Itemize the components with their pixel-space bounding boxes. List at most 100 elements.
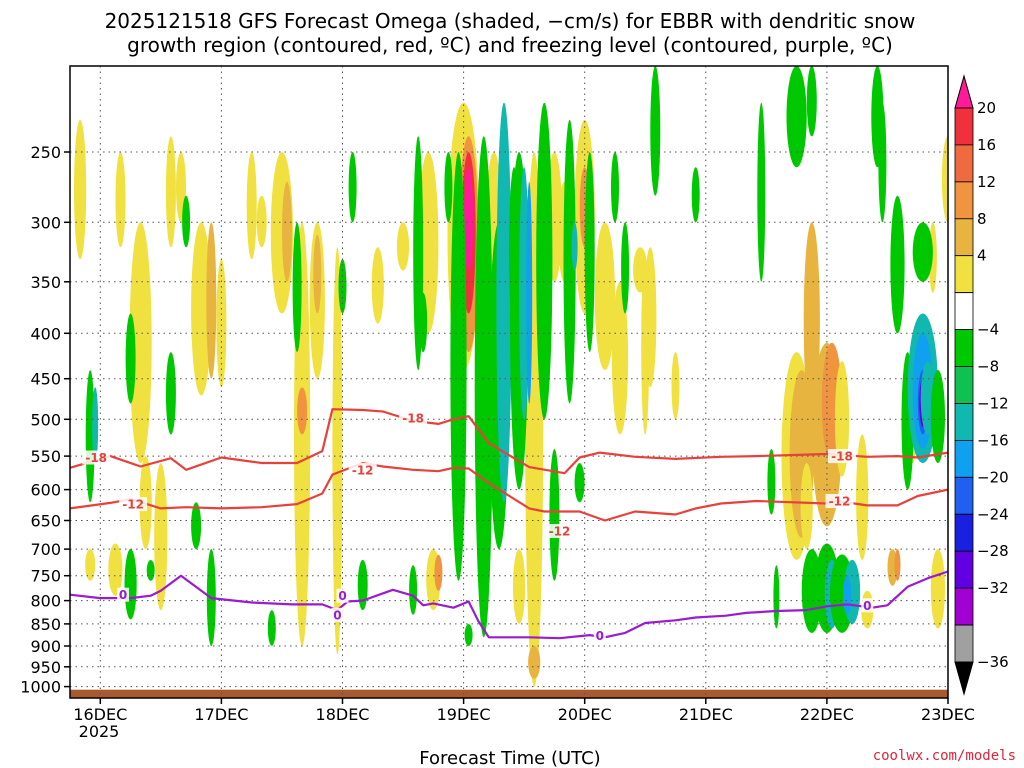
y-tick-label-350: 350 xyxy=(30,273,61,292)
y-tick-label-250: 250 xyxy=(30,143,61,162)
y-tick-label-900: 900 xyxy=(30,637,61,656)
frz_0-label-bg-4 xyxy=(861,598,874,613)
colorbar: 20 16 12 8 4 −4 −8 −12 −16 −20 −24 −28 −32 −36 xyxy=(954,74,1009,696)
colorbar-label-2: 12 xyxy=(977,173,996,191)
omega-blob-48 xyxy=(803,222,820,420)
colorbar-swatch-2 xyxy=(954,181,974,220)
colorbar-swatch-10 xyxy=(954,476,974,515)
omega-blob-52 xyxy=(856,434,869,560)
omega-blob-104 xyxy=(757,102,766,282)
y-tick-label-750: 750 xyxy=(30,567,61,586)
omega-blob-84 xyxy=(444,152,453,223)
y-tick-label-600: 600 xyxy=(30,481,61,500)
colorbar-swatch-4 xyxy=(954,255,974,293)
colorbar-swatch-5 xyxy=(954,292,974,331)
omega-blob-22 xyxy=(396,222,410,271)
omega-blob-102 xyxy=(650,66,661,196)
chart-title-line-2: growth region (contoured, red, ºC) and f… xyxy=(127,33,893,57)
omega-blob-64 xyxy=(1013,66,1024,196)
dgz_12-label-bg-0 xyxy=(119,497,148,512)
x-tick-label-3: 19DEC xyxy=(437,705,491,724)
dgz_18-label-bg-1 xyxy=(399,410,428,425)
omega-blob-58 xyxy=(930,549,946,629)
colorbar-label-1: 16 xyxy=(977,136,996,154)
omega-blob-2 xyxy=(108,543,123,596)
colorbar-swatch-1 xyxy=(954,144,974,183)
omega-blob-40 xyxy=(611,281,629,435)
omega-blob-21 xyxy=(371,247,384,324)
x-tick-label-6: 22DEC xyxy=(800,705,854,724)
dgz_12-label-bg-1 xyxy=(348,462,377,477)
frz_0-label-0: 0 xyxy=(119,588,127,602)
colorbar-label-6: −8 xyxy=(977,358,999,376)
contour-labels: -18 -18 -18 -12 -12 -12 -12 0 0 0 0 0 xyxy=(82,410,874,643)
y-tick-label-650: 650 xyxy=(30,512,61,531)
omega-blob-89 xyxy=(496,102,512,503)
dgz_18-label-2: -18 xyxy=(831,450,853,464)
y-tick-label-700: 700 xyxy=(30,540,61,559)
omega-blob-76 xyxy=(267,610,276,646)
omega-blob-70 xyxy=(124,549,137,620)
y-tick-label-1000: 1000 xyxy=(20,678,61,697)
y-tick-label-550: 550 xyxy=(30,447,61,466)
omega-blob-13 xyxy=(256,195,267,248)
omega-blob-17 xyxy=(297,387,308,435)
x-tick-label-5: 21DEC xyxy=(679,705,733,724)
y-tick-label-400: 400 xyxy=(30,324,61,343)
frz_0-label-bg-2 xyxy=(331,607,344,622)
omega-blob-117 xyxy=(890,195,905,334)
y-tick-label-450: 450 xyxy=(30,370,61,389)
colorbar-label-12: −32 xyxy=(977,579,1009,597)
dgz-minus12-contour xyxy=(70,461,948,522)
colorbar-label-10: −24 xyxy=(977,505,1009,523)
frz_0-label-3: 0 xyxy=(596,629,604,643)
dgz_12-label-3: -12 xyxy=(829,495,851,509)
omega-blob-92 xyxy=(519,167,530,420)
omega-blob-6 xyxy=(154,463,168,611)
omega-blob-85 xyxy=(450,152,467,581)
dgz-minus18-contour xyxy=(70,408,948,475)
omega-blob-23 xyxy=(418,152,439,334)
omega-blob-19 xyxy=(313,234,322,314)
dgz_18-label-1: -18 xyxy=(402,411,424,425)
y-tick-label-500: 500 xyxy=(30,410,61,429)
omega-blob-86 xyxy=(464,624,473,646)
dgz_12-label-2: -12 xyxy=(549,525,571,539)
colorbar-label-7: −12 xyxy=(977,395,1009,413)
x-axis: 16DEC 17DEC 18DEC 19DEC 20DEC 21DEC 22DEC 23DEC xyxy=(73,698,975,724)
omega-blob-7 xyxy=(165,136,176,248)
omega-blob-98 xyxy=(574,463,585,503)
dgz_12-label-bg-3 xyxy=(825,494,854,508)
dgz_18-label-0: -18 xyxy=(85,451,107,465)
dgz_12-label-bg-2 xyxy=(545,524,574,538)
omega-blob-81 xyxy=(409,565,418,615)
omega-blob-87 xyxy=(474,136,493,638)
frz_0-label-bg-1 xyxy=(336,588,349,603)
colorbar-label-13: −36 xyxy=(977,653,1009,671)
colorbar-swatch-6 xyxy=(954,329,974,367)
colorbar-label-9: −20 xyxy=(977,468,1009,486)
contour-layer xyxy=(70,408,948,640)
omega-blob-80 xyxy=(357,559,368,611)
omega-blob-99 xyxy=(584,152,595,353)
omega-blob-3 xyxy=(115,152,126,248)
omega-blob-96 xyxy=(563,119,576,404)
colorbar-swatch-12 xyxy=(954,550,974,589)
omega-blob-39 xyxy=(594,222,616,370)
omega-blob-79 xyxy=(348,152,357,223)
colorbar-bottom-arrow xyxy=(954,661,974,696)
terrain-layer xyxy=(70,689,948,698)
colorbar-label-4: 4 xyxy=(977,247,987,265)
colorbar-swatch-9 xyxy=(954,439,974,478)
colorbar-top-arrow xyxy=(954,74,974,109)
omega-blob-93 xyxy=(526,181,533,404)
x-axis-year: 2025 xyxy=(79,722,120,741)
omega-blob-9 xyxy=(191,222,212,396)
frz_0-label-bg-3 xyxy=(593,628,606,643)
omega-blob-126 xyxy=(930,370,946,463)
colorbar-label-5: −4 xyxy=(977,321,999,339)
omega-blob-11 xyxy=(216,259,227,388)
omega-blob-34 xyxy=(528,646,541,679)
omega-blob-4 xyxy=(129,222,152,463)
